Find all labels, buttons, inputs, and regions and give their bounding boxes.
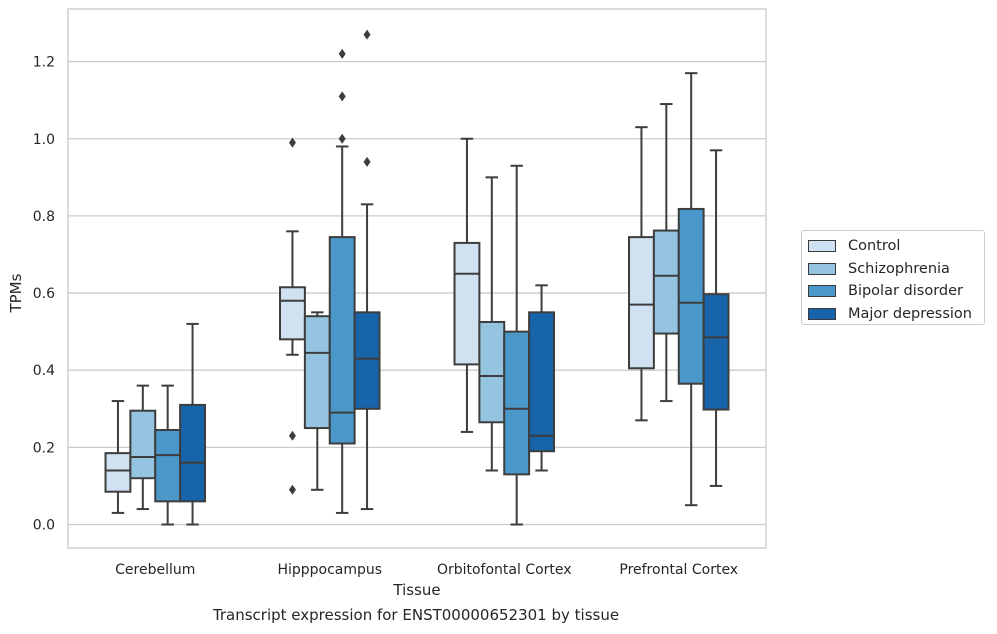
box-0-3 xyxy=(628,126,655,422)
box-0-0 xyxy=(104,400,132,514)
box xyxy=(303,315,331,430)
legend-label: Schizophrenia xyxy=(848,260,950,277)
outlier-point xyxy=(288,430,296,441)
y-tick-label: 0.8 xyxy=(33,209,55,225)
outlier-point xyxy=(363,29,371,40)
y-tick-label: 1.0 xyxy=(33,132,55,148)
legend: Control Schizophrenia Bipolar disorder Majo… xyxy=(801,230,985,325)
x-tick-labels: Cerebellum Hipppocampus Orbitofontal Corte… xyxy=(115,562,738,578)
box-2-0 xyxy=(154,384,182,526)
x-tick-label: Orbitofontal Cortex xyxy=(437,562,572,578)
box xyxy=(503,330,531,476)
legend-swatch xyxy=(808,262,836,275)
y-tick-label: 1.2 xyxy=(33,55,55,71)
outlier-point xyxy=(288,137,296,148)
x-tick-label: Cerebellum xyxy=(115,562,195,578)
box xyxy=(154,428,182,503)
legend-swatch xyxy=(808,307,836,320)
y-tick-label: 0.4 xyxy=(33,363,55,379)
plot-frame xyxy=(67,8,767,549)
box xyxy=(478,320,506,424)
box-1-2 xyxy=(478,176,506,472)
box-1-3 xyxy=(652,103,680,403)
legend-item: Major depression xyxy=(808,303,978,326)
box-0-2 xyxy=(453,137,481,433)
box-groups xyxy=(104,29,730,526)
outlier-point xyxy=(338,133,346,144)
box xyxy=(179,403,206,503)
x-tick-label: Prefrontal Cortex xyxy=(619,562,738,578)
chart-caption: Transcript expression for ENST0000065230… xyxy=(212,606,620,624)
box xyxy=(453,241,481,366)
box xyxy=(702,293,730,411)
box-1-1 xyxy=(303,311,331,491)
box xyxy=(652,229,680,335)
legend-item: Schizophrenia xyxy=(808,258,978,281)
outlier-point xyxy=(338,91,346,102)
y-axis-label: TPMs xyxy=(7,273,25,313)
box xyxy=(628,236,655,370)
box xyxy=(528,311,555,453)
box-2-2 xyxy=(503,164,531,526)
legend-item: Bipolar disorder xyxy=(808,280,978,303)
box-3-2 xyxy=(528,284,555,472)
box xyxy=(279,286,306,341)
legend-label: Bipolar disorder xyxy=(848,283,963,300)
legend-item: Control xyxy=(808,235,978,258)
y-tick-label: 0.2 xyxy=(33,440,55,456)
y-tick-label: 0.6 xyxy=(33,286,55,302)
outlier-point xyxy=(288,484,296,495)
y-tick-labels: 0.0 0.2 0.4 0.6 0.8 1.0 1.2 xyxy=(33,55,55,534)
outlier-point xyxy=(363,156,371,167)
y-tick-label: 0.0 xyxy=(33,518,55,534)
box-2-3 xyxy=(677,72,705,507)
legend-label: Control xyxy=(848,238,901,255)
box-3-1 xyxy=(353,29,381,511)
box-3-3 xyxy=(702,149,730,487)
outlier-point xyxy=(338,48,346,59)
legend-swatch xyxy=(808,240,836,253)
box-2-1 xyxy=(328,48,356,514)
box xyxy=(328,236,356,445)
box-1-0 xyxy=(129,384,157,511)
box xyxy=(353,311,381,410)
box xyxy=(104,452,132,493)
legend-label: Major depression xyxy=(848,305,972,322)
box-0-1 xyxy=(279,137,306,495)
legend-swatch xyxy=(808,285,836,298)
box-3-0 xyxy=(179,322,206,526)
box xyxy=(677,207,705,385)
x-tick-label: Hipppocampus xyxy=(277,562,382,578)
x-axis-label: Tissue xyxy=(392,581,440,599)
box xyxy=(129,409,157,480)
